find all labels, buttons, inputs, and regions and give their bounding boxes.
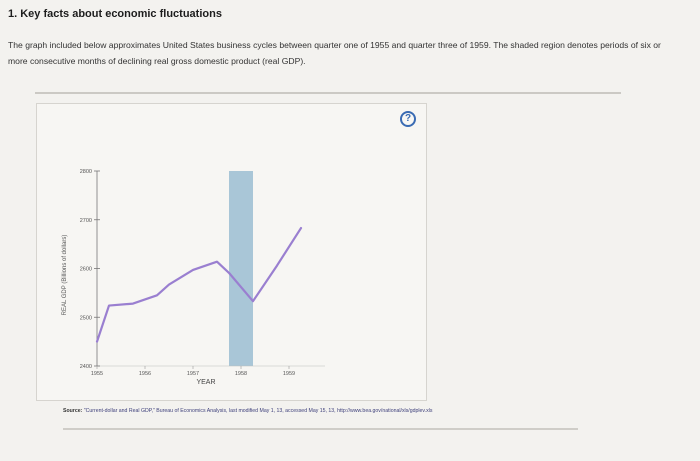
x-axis-title: YEAR	[196, 379, 215, 386]
x-tick-label: 1959	[283, 371, 295, 377]
y-tick-label: 2400	[80, 364, 92, 370]
divider	[35, 92, 621, 94]
y-tick-label: 2800	[80, 169, 92, 175]
y-axis-title: REAL GDP (Billions of dollars)	[62, 235, 68, 316]
bottom-divider	[63, 428, 578, 430]
question-text: The graph included below approximates Un…	[8, 40, 661, 66]
x-tick-label: 1957	[187, 371, 199, 377]
source-note: Source: "Current-dollar and Real GDP," B…	[63, 408, 603, 414]
recession-shade	[229, 171, 253, 366]
y-tick-label: 2600	[80, 267, 92, 273]
y-tick-label: 2500	[80, 315, 92, 321]
x-tick-label: 1955	[91, 371, 103, 377]
gdp-series-line	[95, 226, 303, 343]
question-title: 1. Key facts about economic fluctuations	[8, 8, 222, 20]
help-button[interactable]: ?	[400, 111, 416, 127]
x-tick-label: 1956	[139, 371, 151, 377]
source-text: "Current-dollar and Real GDP," Bureau of…	[83, 408, 433, 414]
y-tick-label: 2700	[80, 218, 92, 224]
source-label: Source:	[63, 408, 83, 414]
x-tick-label: 1958	[235, 371, 247, 377]
